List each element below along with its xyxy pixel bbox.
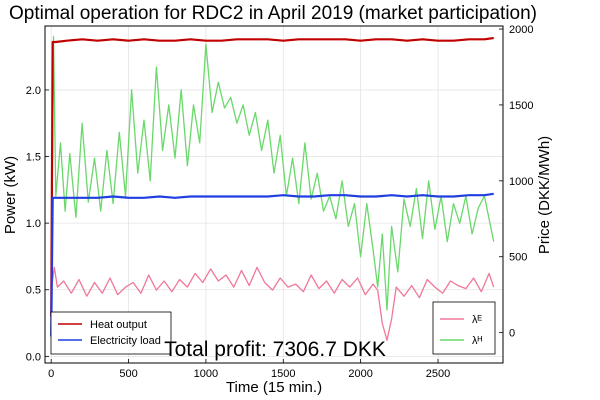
y-right-tick-label: 1500: [509, 100, 533, 112]
series-heat-output-line: [50, 36, 494, 317]
series-layer: [50, 35, 495, 341]
y-ticks-right: 0 500 1000 1500 2000: [499, 24, 533, 340]
y-left-tick-label: 0.5: [26, 285, 41, 297]
y-left-tick-label: 1.0: [26, 218, 41, 230]
plot-frame: [44, 25, 504, 364]
y-right-tick-label: 500: [509, 252, 527, 264]
legend-left: Heat output Electricity load: [50, 311, 172, 355]
x-tick-label: 2500: [426, 368, 450, 380]
x-axis-label: Time (15 min.): [226, 379, 322, 396]
y-ticks-left: 0.0 0.5 1.0 1.5 2.0: [26, 85, 49, 363]
legend-lambda-h-label: λᴴ: [472, 335, 483, 347]
legend-left-box: [50, 311, 172, 355]
chart-title: Optimal operation for RDC2 in April 2019…: [9, 3, 537, 24]
series-lambda-e-line: [50, 266, 495, 341]
y-left-tick-label: 1.5: [26, 152, 41, 164]
x-ticks: 0 500 1000 1500 2000 2500: [48, 359, 450, 380]
legend-right-box: [432, 301, 496, 355]
legend-right: λᴱ λᴴ: [432, 301, 496, 355]
series-lambda-h-line: [50, 35, 495, 311]
x-tick-label: 0: [48, 368, 54, 380]
series-electricity-load-line: [50, 192, 494, 337]
y-right-tick-label: 0: [509, 328, 515, 340]
y-right-tick-label: 2000: [509, 24, 533, 36]
total-profit-annotation: Total profit: 7306.7 DKK: [164, 338, 386, 361]
x-tick-label: 1500: [271, 368, 295, 380]
y-left-tick-label: 0.0: [26, 351, 41, 363]
y-right-tick-label: 1000: [509, 176, 533, 188]
legend-heat-output-label: Heat output: [90, 319, 147, 331]
grid: [45, 26, 503, 363]
y-axis-label-right: Price (DKK/MWh): [536, 136, 553, 254]
x-tick-label: 1000: [194, 368, 218, 380]
legend-electricity-load-label: Electricity load: [90, 335, 161, 347]
y-axis-label-left: Power (kW): [2, 156, 19, 234]
x-tick-label: 500: [119, 368, 137, 380]
x-tick-label: 2000: [348, 368, 372, 380]
legend-lambda-e-label: λᴱ: [472, 314, 483, 326]
y-left-tick-label: 2.0: [26, 85, 41, 97]
